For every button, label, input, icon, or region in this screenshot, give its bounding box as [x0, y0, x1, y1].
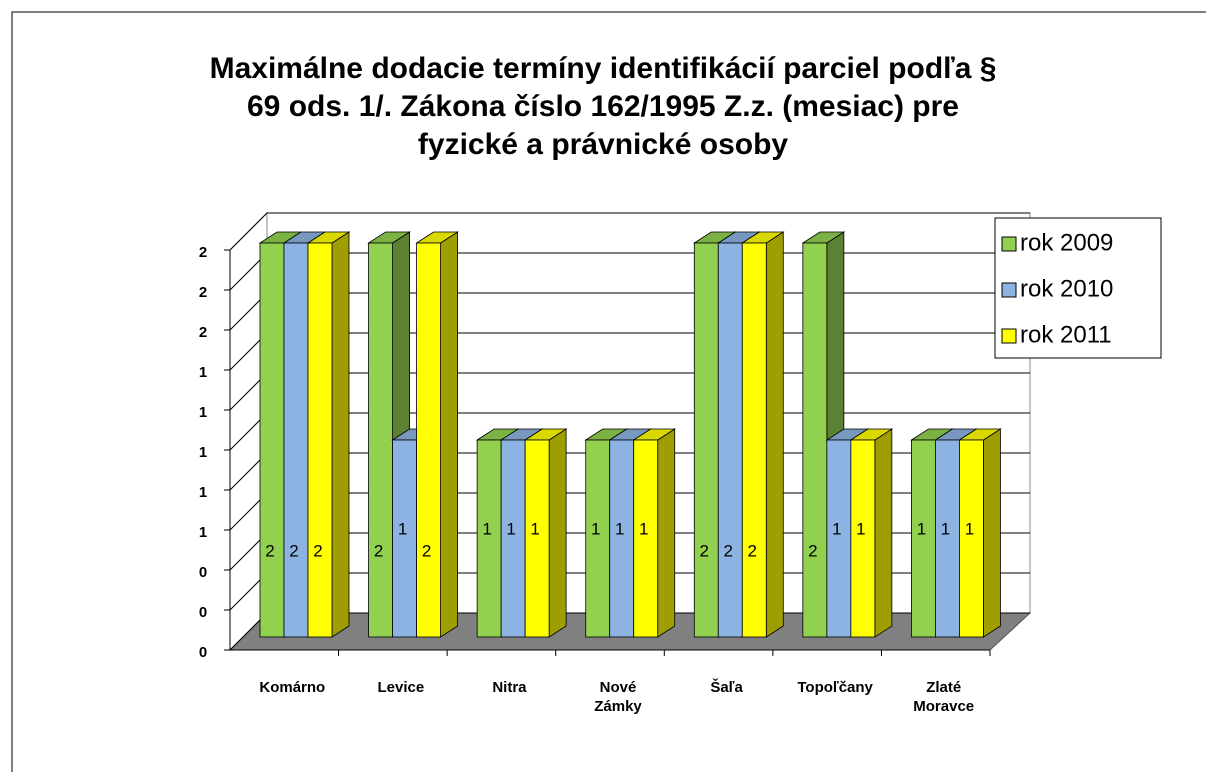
bar	[585, 439, 611, 638]
y-tick-label: 2	[199, 324, 207, 341]
x-tick-label: Komárno	[259, 679, 325, 696]
y-tick-label: 2	[199, 284, 207, 301]
legend-label: rok 2011	[1020, 321, 1112, 348]
bar	[524, 439, 550, 638]
y-tick-label: 0	[199, 604, 207, 621]
data-label: 2	[374, 541, 383, 560]
data-label: 1	[941, 519, 950, 538]
y-tick-label: 1	[199, 484, 207, 501]
bar	[476, 439, 502, 638]
bar	[307, 242, 333, 638]
bar	[826, 439, 852, 638]
bar-side	[440, 231, 458, 638]
bar	[259, 242, 285, 638]
data-label: 1	[398, 519, 407, 538]
data-label: 1	[917, 519, 926, 538]
y-tick-label: 1	[199, 364, 207, 381]
data-label: 1	[856, 519, 865, 538]
bar-side	[983, 428, 1001, 638]
bar-side	[331, 231, 350, 638]
data-label: 1	[965, 519, 974, 538]
bar	[802, 242, 828, 638]
bar	[392, 439, 417, 638]
data-label: 2	[289, 541, 298, 560]
x-tick-label: Levice	[378, 679, 425, 696]
bar	[741, 242, 767, 638]
data-label: 2	[265, 541, 274, 560]
x-tick-label: Nové Zámky	[594, 679, 642, 715]
legend-label: rok 2009	[1020, 229, 1113, 256]
y-tick-label: 2	[199, 244, 207, 261]
data-label: 2	[422, 541, 431, 560]
data-label: 2	[748, 541, 757, 560]
bar-side	[548, 428, 567, 638]
bar	[283, 242, 309, 638]
y-tick-label: 0	[199, 564, 207, 581]
bar	[717, 242, 743, 638]
data-label: 2	[700, 541, 709, 560]
bar	[416, 242, 441, 638]
legend	[994, 217, 1162, 359]
bar	[633, 439, 659, 638]
grid-line	[229, 212, 1030, 251]
bar	[911, 439, 936, 638]
bar	[368, 242, 393, 638]
bar-side	[874, 428, 893, 638]
data-label: 2	[313, 541, 322, 560]
bar	[935, 439, 960, 638]
chart-title: 69 ods. 1/. Zákona číslo 162/1995 Z.z. (…	[247, 90, 959, 123]
bar-side	[657, 428, 676, 638]
bar	[500, 439, 526, 638]
x-tick-label: Šaľa	[710, 678, 743, 696]
y-tick-label: 1	[199, 444, 207, 461]
chart-title: Maximálne dodacie termíny identifikácií …	[210, 52, 997, 85]
x-tick-label: Topoľčany	[797, 679, 873, 696]
data-label: 1	[615, 519, 624, 538]
y-tick-label: 1	[199, 524, 207, 541]
data-label: 1	[506, 519, 515, 538]
legend-swatch	[1001, 282, 1017, 298]
bar	[609, 439, 635, 638]
bar	[959, 439, 984, 638]
data-label: 1	[832, 519, 841, 538]
x-tick-label: Zlaté Moravce	[913, 679, 974, 715]
y-tick-label: 0	[199, 644, 207, 661]
bar	[850, 439, 876, 638]
bar-side	[765, 231, 784, 638]
legend-swatch	[1001, 236, 1017, 252]
chart-title: fyzické a právnické osoby	[418, 128, 788, 161]
bar	[693, 242, 719, 638]
legend-label: rok 2010	[1020, 275, 1113, 302]
data-label: 1	[639, 519, 648, 538]
x-tick-label: Nitra	[492, 679, 527, 696]
legend-swatch	[1001, 328, 1017, 344]
data-label: 2	[724, 541, 733, 560]
data-label: 1	[482, 519, 491, 538]
y-tick-label: 1	[199, 404, 207, 421]
data-label: 2	[808, 541, 817, 560]
data-label: 1	[591, 519, 600, 538]
data-label: 1	[530, 519, 539, 538]
